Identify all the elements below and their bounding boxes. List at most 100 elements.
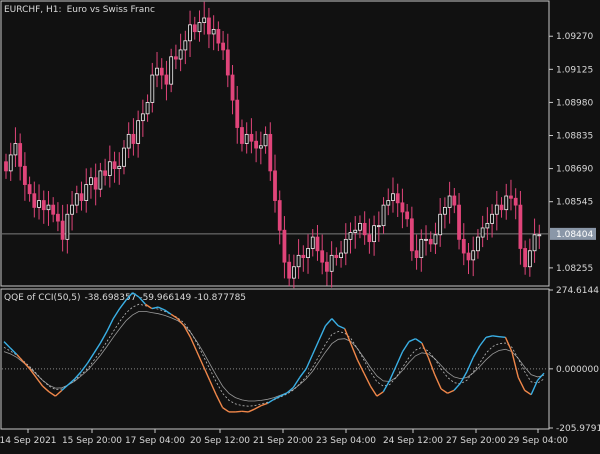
candle-body	[353, 229, 358, 233]
qqe-line-segment	[158, 306, 165, 311]
candle-body	[358, 222, 362, 231]
candle-body	[438, 213, 443, 236]
candle-body	[282, 229, 287, 263]
oscillator-tick-label: -205.979137	[556, 424, 600, 434]
candle-body	[103, 170, 108, 176]
candle-body	[145, 102, 150, 115]
candle-body	[268, 133, 273, 172]
candle-body	[386, 200, 391, 206]
qqe-line-segment	[22, 361, 31, 370]
time-axis: 14 Sep 2021 15 Sep 20:00 17 Sep 04:00 20 Se…	[0, 429, 568, 446]
qqe-line-segment	[119, 299, 127, 309]
candle-body	[452, 195, 457, 206]
price-tick-label: 1.08980	[556, 98, 593, 108]
time-tick-label: 21 Sep 20:00	[253, 436, 313, 446]
qqe-line-segment	[299, 368, 307, 378]
candle-body	[4, 161, 8, 172]
candle-body	[527, 250, 532, 268]
price-tick-label: 1.08255	[556, 264, 593, 274]
time-tick-label: 15 Sep 20:00	[62, 436, 122, 446]
candle-body	[258, 145, 263, 149]
qqe-line-segment	[453, 382, 461, 391]
qqe-line-segment	[145, 303, 153, 310]
candle-body	[216, 28, 221, 44]
time-tick-label: 20 Sep 12:00	[190, 436, 250, 446]
qqe-line-segment	[401, 341, 410, 353]
qqe-line-segment	[35, 377, 44, 387]
price-tick-label: 1.08835	[556, 132, 593, 142]
qqe-line-segment	[318, 325, 327, 341]
qqe-line-segment	[427, 357, 436, 375]
candle-body	[310, 236, 315, 249]
qqe-line-segment	[3, 341, 11, 349]
candle-body	[367, 234, 372, 243]
candle-body	[8, 154, 13, 172]
current-price-label: 1.08404	[556, 230, 593, 240]
qqe-line-segment	[132, 292, 140, 298]
qqe-line-segment	[511, 351, 519, 378]
oscillator-panel-frame	[0, 288, 550, 430]
qqe-line-segment	[350, 344, 359, 361]
candle-body	[225, 49, 230, 76]
candle-body	[89, 177, 93, 185]
qqe-line-segment	[86, 352, 95, 364]
candle-body	[537, 234, 542, 237]
candle-body	[122, 147, 126, 167]
time-tick-label: 14 Sep 2021	[0, 436, 57, 446]
candle-body	[56, 213, 60, 222]
candle-body	[60, 220, 65, 240]
symbol-title: EURCHF, H1: Euro vs Swiss Franc	[4, 5, 155, 15]
indicator-title: QQE of CCI(50,5) -38.698357 -59.966149 -1…	[4, 293, 246, 303]
qqe-line-segment	[202, 365, 211, 381]
candle-body	[169, 56, 174, 85]
qqe-line-segment	[248, 408, 255, 413]
qqe-line-segment	[267, 398, 275, 404]
candle-body	[277, 200, 282, 231]
qqe-line-segment	[215, 394, 224, 408]
candle-body	[287, 261, 292, 279]
candle-body	[405, 211, 410, 220]
qqe-line-segment	[440, 388, 448, 394]
candle-body	[254, 140, 259, 149]
candle-body	[494, 204, 499, 215]
candle-body	[131, 133, 136, 144]
candle-body	[348, 232, 353, 240]
qqe-line-segment	[273, 395, 281, 400]
candle-body	[46, 204, 51, 211]
qqe-line-segment	[138, 296, 146, 305]
qqe-line-segment	[479, 336, 487, 347]
candle-body	[471, 250, 476, 261]
qqe-line-segment	[61, 384, 69, 391]
qqe-lines-group	[3, 292, 545, 413]
candle-body	[197, 22, 202, 33]
qqe-line-segment	[67, 378, 76, 386]
qqe-line-segment	[408, 338, 416, 343]
candle-body	[414, 250, 419, 259]
candle-body	[207, 17, 211, 35]
qqe-line-segment	[517, 377, 526, 391]
qqe-line-segment	[524, 389, 532, 396]
qqe-line-segment	[48, 391, 56, 397]
qqe-line-segment	[99, 331, 108, 344]
time-tick-label: 27 Sep 20:00	[446, 436, 506, 446]
candle-body	[27, 184, 32, 195]
qqe-line-segment	[54, 389, 63, 397]
qqe-line-segment	[164, 309, 172, 315]
qqe-line-segment	[80, 362, 89, 373]
candle-body	[74, 193, 79, 206]
candle-body	[391, 193, 395, 201]
candle-body	[221, 42, 225, 51]
candle-body	[159, 67, 164, 76]
candle-body	[424, 238, 428, 241]
candle-body	[37, 200, 41, 208]
candle-body	[202, 17, 207, 23]
qqe-line-segment	[29, 368, 37, 378]
candle-body	[188, 24, 192, 42]
candle-body	[329, 254, 334, 272]
qqe-line-segment	[472, 345, 481, 358]
candle-body	[79, 193, 84, 201]
qqe-line-segment	[382, 379, 391, 393]
